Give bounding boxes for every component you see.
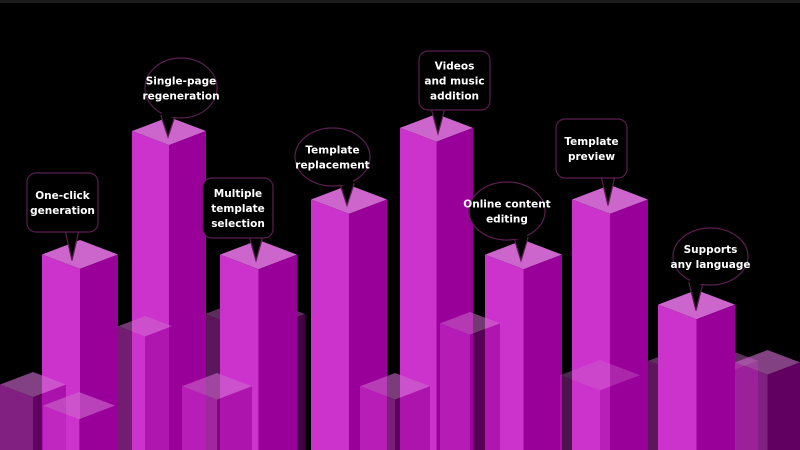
callout-videos-music: Videos and music addition: [418, 50, 491, 137]
callout-label: selection: [211, 218, 265, 230]
callout-bubble: [672, 227, 749, 286]
callout-label: Template: [305, 145, 359, 157]
callout-label: addition: [430, 91, 479, 103]
foreground-box: [560, 360, 640, 450]
callout-bubble: [144, 57, 218, 119]
callout-bubble: [294, 127, 371, 187]
callout-one-click: One-click generation: [26, 172, 99, 261]
callout-label: template: [211, 203, 264, 215]
callout-single-page: Single-page regeneration: [142, 57, 220, 139]
callout-label: generation: [30, 205, 95, 217]
callout-label: replacement: [295, 160, 369, 172]
callout-label: Multiple: [214, 188, 262, 200]
callout-label: Online content: [463, 199, 550, 211]
callout-label: One-click: [35, 190, 91, 202]
callout-online-editing: Online content editing: [463, 181, 551, 263]
feature-callouts: One-click generation Single-page regenerati…: [26, 50, 751, 311]
foreground-box: [360, 373, 430, 450]
callout-label: and music: [424, 76, 484, 88]
callout-bubble: [26, 172, 99, 233]
callout-multiple-template: Multiple template selection: [202, 177, 274, 263]
callout-label: Template: [564, 136, 618, 148]
foreground-box: [43, 392, 115, 450]
callout-template-preview: Template preview: [555, 118, 628, 206]
callout-bubble: [468, 181, 546, 241]
top-strip: [0, 0, 800, 3]
foreground-box: [182, 373, 252, 450]
callout-bubble: [202, 177, 274, 239]
foreground-box: [118, 316, 172, 450]
foreground-boxes: [0, 312, 800, 450]
callout-bubble: [555, 118, 628, 179]
callout-label: any language: [671, 259, 751, 271]
callout-label: regeneration: [142, 91, 219, 103]
foreground-box: [440, 312, 500, 450]
callout-label: Videos: [435, 61, 475, 73]
callout-bubble: [418, 50, 491, 111]
feature-bar-any-language: [658, 290, 735, 450]
callout-template-replacement: Template replacement: [294, 127, 371, 208]
callout-any-language: Supports any language: [671, 227, 751, 311]
foreground-box: [735, 350, 800, 450]
callout-label: editing: [486, 214, 528, 226]
callout-label: Supports: [684, 244, 738, 256]
callout-label: Single-page: [146, 76, 216, 88]
callout-label: preview: [568, 151, 615, 163]
